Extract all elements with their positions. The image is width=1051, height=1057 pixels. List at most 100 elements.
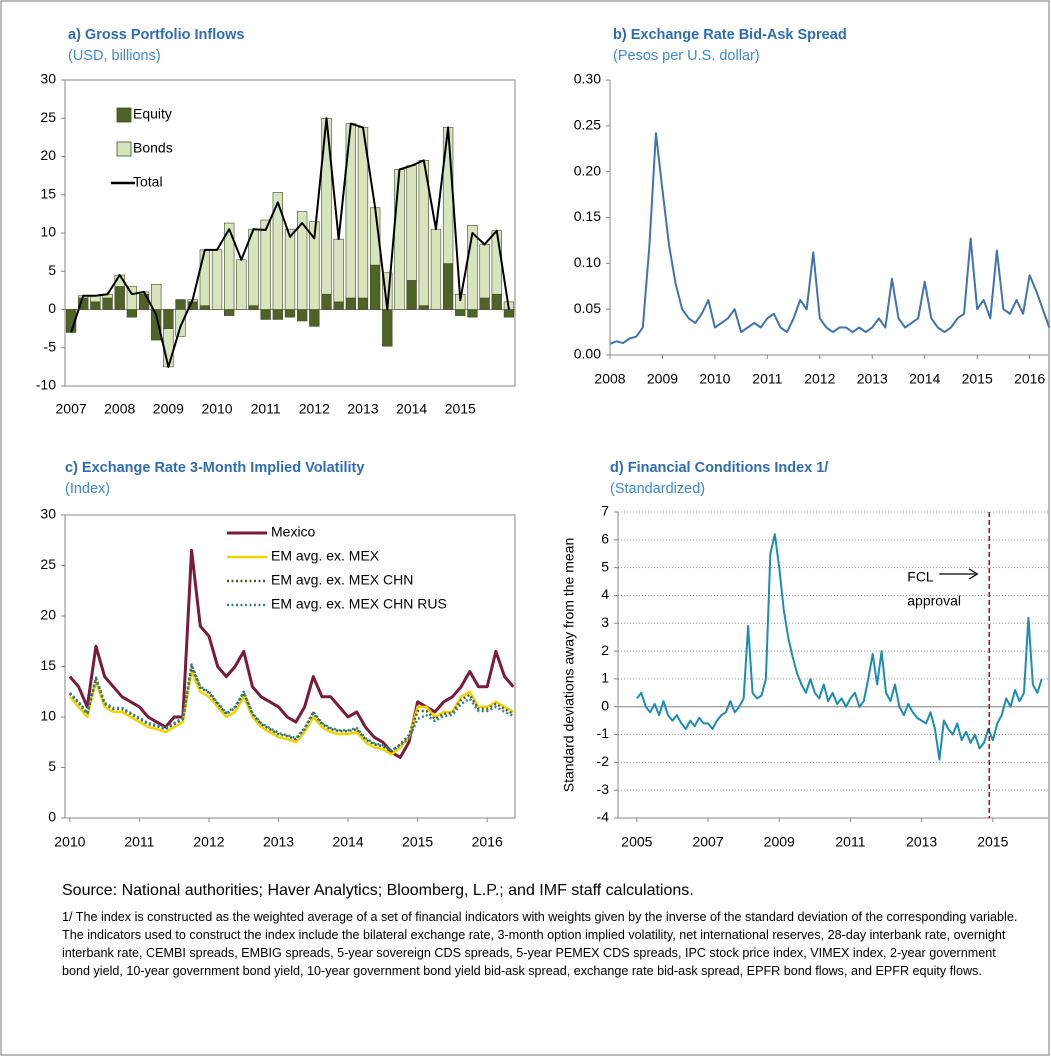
bar — [479, 244, 490, 299]
x-tick-label: 2008 — [104, 401, 135, 417]
bar — [272, 192, 284, 310]
x-tick-label: 2015 — [977, 834, 1008, 850]
y-tick-label: -1 — [597, 725, 610, 741]
x-tick-label: 2010 — [54, 834, 85, 850]
x-tick-label: 2014 — [396, 401, 427, 417]
series-line — [68, 548, 515, 759]
x-tick-label: 2015 — [445, 401, 476, 417]
x-tick-label: 2010 — [201, 401, 232, 417]
panel-title: c) Exchange Rate 3-Month Implied Volatil… — [65, 460, 364, 476]
legend-label: EM avg. ex. MEX CHN — [271, 572, 413, 588]
y-tick-label: 30 — [40, 506, 56, 522]
series-line — [636, 533, 1043, 761]
y-tick-label: 1 — [601, 670, 609, 686]
legend-label: Mexico — [271, 524, 316, 540]
series-line — [609, 132, 1051, 345]
y-tick-label: 20 — [40, 607, 56, 623]
y-tick-label: 0.20 — [574, 162, 601, 178]
x-tick-label: 2013 — [263, 834, 294, 850]
y-tick-label: 5 — [601, 558, 609, 574]
panel-subtitle: (Standardized) — [610, 481, 705, 497]
x-tick-label: 2014 — [909, 371, 940, 387]
bar — [491, 230, 502, 295]
x-tick-label: 2013 — [347, 401, 378, 417]
y-tick-label: 0.25 — [574, 117, 601, 133]
bar — [175, 299, 186, 310]
bar — [467, 225, 478, 310]
x-tick-label: 2011 — [124, 834, 154, 850]
bar — [151, 283, 162, 310]
bar — [260, 219, 271, 310]
bar — [394, 169, 405, 310]
x-tick-label: 2008 — [594, 371, 625, 387]
y-tick-label: 30 — [40, 71, 56, 87]
y-tick-label: 0.15 — [574, 208, 601, 224]
bar — [260, 309, 271, 320]
panel-title: a) Gross Portfolio Inflows — [68, 27, 244, 43]
bar — [382, 309, 393, 347]
bar — [272, 309, 284, 320]
x-tick-label: 2007 — [692, 834, 723, 850]
bar — [126, 309, 138, 318]
panel-subtitle: (Pesos per U.S. dollar) — [613, 48, 760, 64]
y-tick-label: -10 — [36, 377, 56, 393]
bar — [455, 309, 466, 316]
bar — [248, 228, 259, 306]
event-arrowhead — [968, 568, 979, 580]
x-tick-label: 2011 — [251, 401, 281, 417]
y-tick-label: 7 — [601, 503, 609, 519]
bar — [467, 309, 478, 318]
bar — [126, 286, 138, 310]
y-tick-label: 3 — [601, 614, 609, 630]
series-line — [68, 665, 514, 753]
y-tick-label: 0.05 — [574, 300, 601, 316]
y-tick-label: 0.10 — [574, 254, 601, 270]
bar — [406, 280, 417, 310]
x-tick-label: 2011 — [835, 834, 865, 850]
y-tick-label: 25 — [40, 556, 56, 572]
x-tick-label: 2011 — [752, 371, 782, 387]
y-tick-label: 15 — [40, 185, 56, 201]
event-label: approval — [907, 593, 961, 609]
x-tick-label: 2012 — [193, 834, 224, 850]
x-tick-label: 2015 — [402, 834, 433, 850]
y-tick-label: 0.30 — [574, 71, 601, 87]
bar — [296, 309, 308, 322]
y-tick-label: 5 — [48, 262, 56, 278]
y-tick-label: -4 — [597, 809, 610, 825]
y-tick-label: 6 — [601, 531, 609, 547]
series-line — [70, 117, 510, 368]
panel-title: d) Financial Conditions Index 1/ — [610, 460, 828, 476]
event-label: FCL — [907, 569, 934, 585]
y-tick-label: 0.00 — [574, 346, 601, 362]
y-tick-label: 0 — [48, 809, 56, 825]
y-tick-label: 2 — [601, 642, 609, 658]
legend-swatch — [116, 107, 132, 123]
bar — [442, 263, 454, 310]
bar — [284, 228, 296, 310]
bar — [175, 309, 186, 337]
source-note: Source: National authorities; Haver Anal… — [62, 882, 694, 899]
plot-frame — [64, 514, 516, 819]
y-tick-label: 10 — [40, 224, 56, 240]
bar — [479, 297, 490, 310]
bar — [102, 297, 113, 310]
series-line — [68, 670, 514, 756]
bar — [211, 249, 223, 310]
bar — [90, 301, 101, 310]
x-tick-label: 2010 — [699, 371, 730, 387]
bar — [284, 309, 296, 318]
bar — [430, 228, 442, 310]
x-tick-label: 2009 — [647, 371, 678, 387]
y-tick-label: 5 — [48, 758, 56, 774]
bar — [224, 309, 235, 316]
plot-frame — [64, 79, 516, 387]
y-tick-label: 0 — [601, 697, 609, 713]
legend-label: EM avg. ex. MEX CHN RUS — [271, 596, 447, 612]
x-tick-label: 2012 — [804, 371, 835, 387]
legend-label: Bonds — [133, 140, 173, 156]
y-axis-title: Standard deviations away from the mean — [561, 538, 577, 792]
bar — [224, 222, 235, 310]
